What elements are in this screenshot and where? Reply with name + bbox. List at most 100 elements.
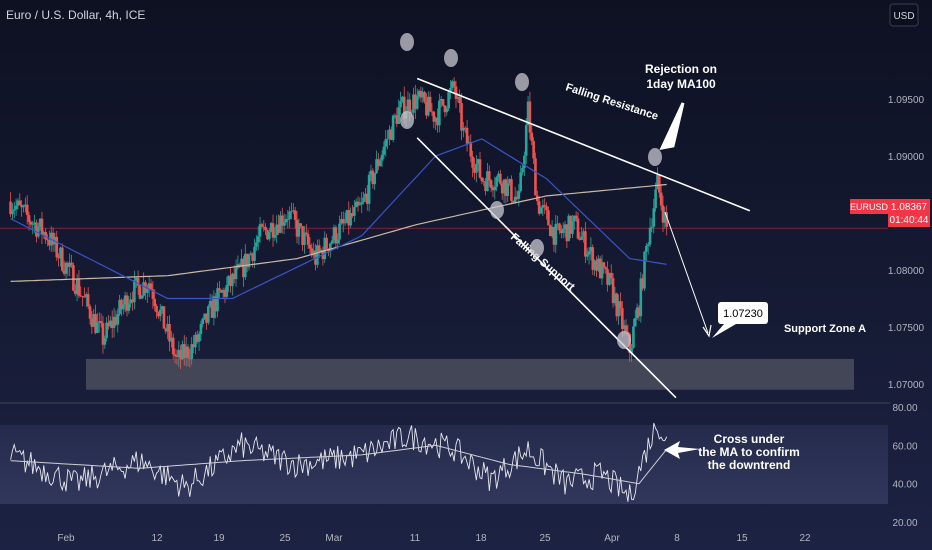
trendline-layer[interactable]	[416, 77, 751, 399]
candle-body	[611, 278, 615, 304]
candle-body	[199, 324, 203, 334]
candle-body	[330, 240, 334, 244]
candle-body	[275, 224, 279, 236]
candle-body	[81, 295, 84, 297]
time-tick-label: 25	[539, 533, 551, 544]
falling-support-line[interactable]	[416, 137, 677, 399]
candle-body	[297, 223, 301, 237]
candle-body	[240, 258, 243, 267]
price-badge: EURUSD 1.08367 01:40:44	[850, 199, 930, 227]
candle-body	[584, 231, 587, 257]
time-tick-label: Mar	[325, 533, 343, 544]
candle-body	[384, 139, 388, 147]
candle-body	[260, 224, 264, 227]
candle-body	[504, 179, 508, 197]
candle-body	[558, 223, 561, 231]
candle-body	[266, 230, 269, 240]
candle-body	[395, 115, 399, 124]
candle-body	[360, 202, 364, 205]
candle-body	[175, 356, 179, 358]
candle-body	[624, 325, 628, 333]
candle-body	[441, 98, 445, 106]
time-tick-label: Feb	[57, 533, 75, 544]
candle-body	[412, 94, 415, 113]
candle-body	[382, 146, 386, 155]
candle-body	[622, 325, 626, 329]
candle-body	[656, 174, 659, 190]
falling-resistance-line[interactable]	[416, 77, 751, 212]
candle-body	[491, 187, 495, 191]
pivot-marker	[400, 111, 414, 129]
candle-body	[114, 316, 118, 325]
rsi-axis[interactable]: 80.00 60.00 40.00 20.00	[892, 403, 917, 529]
candle-body	[550, 227, 554, 237]
candle-body	[171, 337, 175, 355]
time-tick-label: 25	[279, 533, 291, 544]
candle-body	[521, 167, 524, 173]
candle-body	[513, 196, 517, 203]
candle-body	[134, 277, 138, 281]
candle-body	[463, 127, 467, 129]
candle-body	[369, 170, 373, 175]
candle-body	[465, 127, 469, 144]
candle-body	[353, 207, 356, 216]
candle-body	[523, 155, 526, 168]
candle-body	[205, 313, 208, 323]
time-tick-label: 11	[410, 533, 421, 544]
candle-body	[173, 354, 177, 357]
candle-body	[432, 111, 436, 122]
candlestick-series	[9, 77, 668, 370]
candle-body	[188, 358, 192, 360]
candle-body	[201, 318, 205, 325]
candle-body	[107, 322, 110, 327]
candle-body	[293, 210, 297, 220]
candle-body	[151, 289, 155, 299]
currency-button[interactable]	[889, 3, 919, 27]
candle-body	[231, 273, 234, 287]
candle-body	[635, 307, 639, 319]
candle-body	[663, 212, 667, 223]
candle-body	[166, 323, 169, 332]
candle-body	[438, 100, 441, 126]
candle-body	[153, 298, 157, 307]
time-axis[interactable]: Feb 12 19 25 Mar 11 18 25 Apr 8 15 22	[57, 533, 811, 544]
candle-body	[548, 225, 552, 237]
candle-body	[245, 253, 249, 268]
candle-body	[458, 96, 461, 104]
candle-body	[534, 158, 537, 196]
candle-body	[86, 294, 90, 307]
candle-body	[528, 101, 532, 133]
candle-body	[345, 210, 349, 223]
candle-body	[556, 223, 559, 225]
candle-body	[112, 316, 116, 328]
candle-body	[227, 275, 230, 285]
candle-body	[325, 237, 328, 249]
candle-body	[510, 179, 513, 201]
candle-body	[426, 96, 430, 116]
pivot-marker	[617, 331, 631, 349]
candle-body	[430, 111, 434, 113]
candle-body	[380, 154, 384, 161]
candle-body	[269, 223, 273, 232]
candle-body	[190, 344, 193, 360]
price-tick-label: 1.09500	[888, 95, 925, 106]
candle-body	[99, 321, 103, 324]
candle-body	[399, 101, 402, 108]
pivot-marker	[444, 49, 458, 67]
candle-body	[578, 238, 582, 240]
candle-body	[410, 112, 413, 114]
candle-body	[255, 242, 258, 247]
candle-body	[428, 96, 432, 112]
rsi-tick-label: 40.00	[892, 480, 917, 491]
candle-body	[347, 210, 351, 226]
candle-body	[389, 129, 393, 140]
candle-body	[532, 140, 535, 159]
price-tick-label: 1.09000	[888, 152, 925, 163]
candle-body	[121, 304, 125, 310]
candle-body	[223, 289, 227, 297]
candle-body	[609, 272, 613, 279]
time-tick-label: 12	[151, 533, 163, 544]
candle-body	[186, 346, 190, 359]
candle-body	[256, 236, 260, 243]
